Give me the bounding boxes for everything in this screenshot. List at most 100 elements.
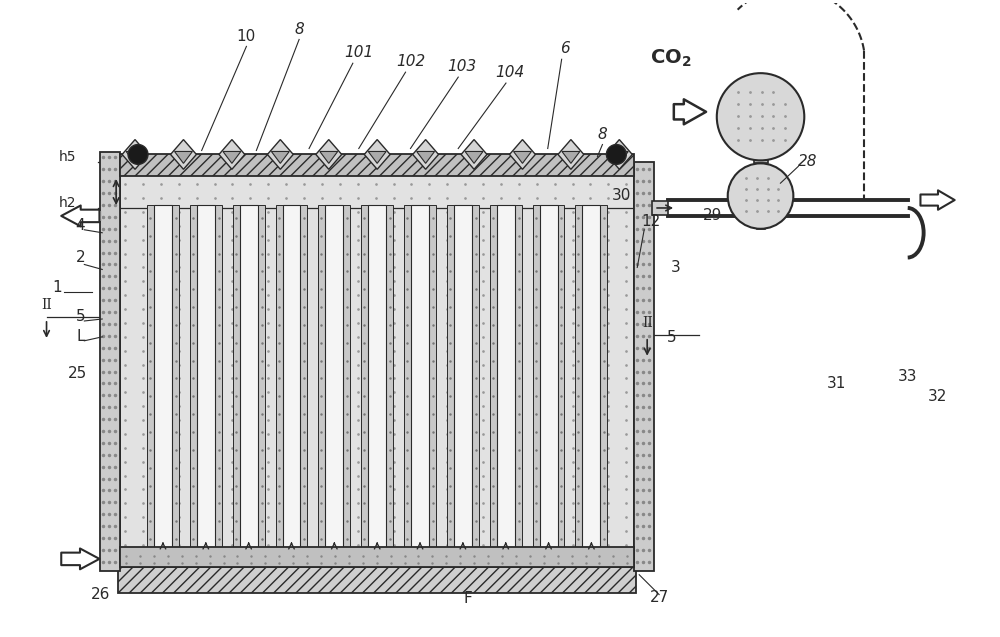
Polygon shape	[175, 152, 192, 163]
Text: 30: 30	[612, 188, 631, 203]
Polygon shape	[558, 140, 584, 169]
Bar	[533, 205, 540, 547]
Bar	[652, 201, 668, 215]
Bar	[258, 205, 265, 547]
Polygon shape	[413, 140, 439, 169]
Polygon shape	[368, 152, 386, 163]
Bar	[386, 205, 393, 547]
Bar	[361, 205, 368, 547]
Bar	[447, 205, 454, 547]
Bar	[558, 205, 564, 547]
Bar	[472, 205, 479, 547]
Text: 32: 32	[928, 389, 947, 404]
Text: 10: 10	[237, 29, 256, 45]
Bar	[233, 205, 240, 547]
Circle shape	[606, 145, 626, 164]
Bar	[118, 567, 636, 592]
Text: 8: 8	[294, 22, 304, 36]
Polygon shape	[465, 152, 483, 163]
Text: h5: h5	[59, 150, 76, 164]
Text: 27: 27	[649, 589, 669, 605]
Text: $\mathregular{CO_2}$: $\mathregular{CO_2}$	[650, 47, 692, 69]
Text: 31: 31	[826, 376, 846, 391]
Bar	[575, 205, 582, 547]
Bar	[540, 205, 558, 547]
Polygon shape	[510, 140, 535, 169]
Bar	[634, 162, 654, 571]
Bar	[600, 205, 607, 547]
Text: II: II	[642, 316, 653, 330]
FancyArrowPatch shape	[920, 190, 955, 210]
Bar	[368, 205, 386, 547]
Bar	[120, 154, 634, 176]
Text: 29: 29	[703, 208, 722, 223]
Bar	[757, 200, 765, 229]
Bar	[754, 161, 768, 163]
Bar	[318, 205, 325, 547]
Text: L: L	[76, 329, 85, 344]
Bar	[190, 205, 197, 547]
Bar	[276, 205, 283, 547]
Text: 103: 103	[448, 59, 477, 74]
Text: 102: 102	[396, 54, 425, 69]
Bar	[490, 205, 497, 547]
Text: 5: 5	[667, 330, 677, 345]
Polygon shape	[417, 152, 435, 163]
Text: 4: 4	[76, 218, 85, 233]
Polygon shape	[514, 152, 531, 163]
Polygon shape	[126, 152, 144, 163]
Text: 25: 25	[68, 366, 87, 382]
Bar	[120, 170, 634, 567]
Circle shape	[717, 73, 804, 161]
Bar	[240, 205, 258, 547]
Bar	[215, 205, 222, 547]
Bar	[300, 205, 307, 547]
Text: 12: 12	[641, 214, 660, 229]
Bar	[283, 205, 300, 547]
Bar	[411, 205, 429, 547]
Text: 26: 26	[91, 587, 110, 601]
Polygon shape	[122, 140, 148, 169]
FancyArrowPatch shape	[61, 206, 99, 226]
Bar	[147, 205, 154, 547]
Bar	[325, 205, 343, 547]
Bar	[68, 211, 102, 221]
Text: 28: 28	[798, 154, 818, 169]
Polygon shape	[610, 152, 628, 163]
Text: h2: h2	[59, 196, 76, 210]
Text: 104: 104	[495, 65, 525, 80]
Text: 33: 33	[898, 369, 917, 385]
Bar	[343, 205, 350, 547]
Polygon shape	[364, 140, 390, 169]
Polygon shape	[267, 140, 293, 169]
Polygon shape	[223, 152, 241, 163]
Text: II: II	[41, 298, 52, 312]
Polygon shape	[316, 140, 342, 169]
Polygon shape	[171, 140, 196, 169]
Polygon shape	[320, 152, 338, 163]
Text: 1: 1	[53, 280, 62, 295]
Circle shape	[728, 163, 793, 229]
Bar	[100, 152, 120, 571]
Bar	[120, 547, 634, 567]
Circle shape	[128, 145, 148, 164]
Bar	[172, 205, 179, 547]
Bar	[197, 205, 215, 547]
Bar	[454, 205, 472, 547]
Text: 5: 5	[76, 309, 85, 324]
Text: 2: 2	[76, 250, 85, 264]
Text: 3: 3	[671, 261, 681, 275]
Polygon shape	[271, 152, 289, 163]
Polygon shape	[461, 140, 487, 169]
Bar	[497, 205, 515, 547]
FancyArrowPatch shape	[61, 548, 99, 569]
FancyArrowPatch shape	[674, 99, 706, 124]
Text: 8: 8	[598, 127, 607, 141]
Text: 6: 6	[560, 41, 570, 56]
Bar	[429, 205, 436, 547]
Text: 101: 101	[344, 45, 373, 61]
Polygon shape	[606, 140, 632, 169]
Bar	[404, 205, 411, 547]
Polygon shape	[562, 152, 580, 163]
Text: F: F	[464, 590, 473, 606]
